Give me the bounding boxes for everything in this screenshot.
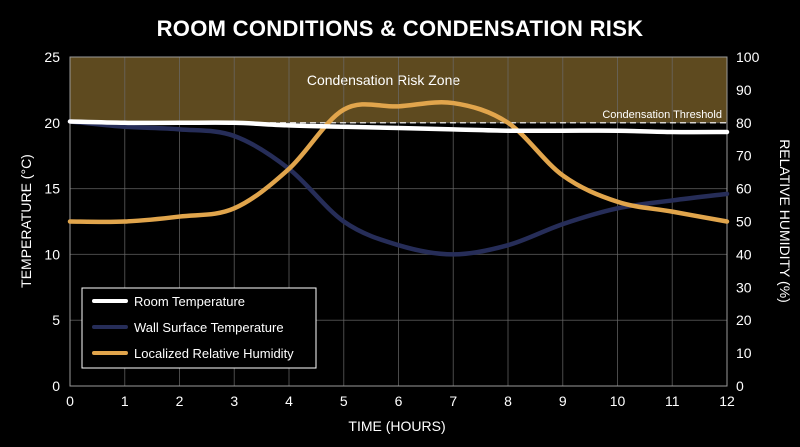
series-line-room-temperature xyxy=(67,119,730,135)
series-line-wall-surface-temperature xyxy=(67,119,730,257)
risk-zone-label: Condensation Risk Zone xyxy=(307,72,461,88)
y-left-axis-label: TEMPERATURE (°C) xyxy=(18,154,34,288)
y-left-tick-label: 25 xyxy=(44,49,60,65)
y-left-tick-label: 0 xyxy=(52,378,60,394)
x-axis-label: TIME (HOURS) xyxy=(348,418,445,434)
chart-title: ROOM CONDITIONS & CONDENSATION RISK xyxy=(157,16,644,41)
y-right-tick-label: 70 xyxy=(736,148,752,164)
x-tick-label: 0 xyxy=(66,393,74,409)
x-tick-label: 6 xyxy=(395,393,403,409)
y-left-tick-label: 10 xyxy=(44,246,60,262)
x-tick-label: 12 xyxy=(719,393,735,409)
x-tick-label: 2 xyxy=(176,393,184,409)
condensation-threshold-label: Condensation Threshold xyxy=(602,109,722,121)
y-right-tick-label: 90 xyxy=(736,82,752,98)
x-tick-label: 7 xyxy=(449,393,457,409)
series-line-localized-relative-humidity xyxy=(67,100,730,225)
x-tick-label: 11 xyxy=(665,393,680,409)
x-tick-label: 5 xyxy=(340,393,348,409)
x-tick-label: 9 xyxy=(559,393,567,409)
y-right-tick-label: 50 xyxy=(736,214,752,230)
x-tick-label: 8 xyxy=(504,393,512,409)
y-right-tick-label: 30 xyxy=(736,279,752,295)
y-left-tick-label: 5 xyxy=(52,312,60,328)
y-right-tick-label: 80 xyxy=(736,115,752,131)
y-right-tick-label: 20 xyxy=(736,312,752,328)
y-right-tick-label: 60 xyxy=(736,181,752,197)
legend-label-localized-relative-humidity: Localized Relative Humidity xyxy=(134,346,294,361)
y-right-tick-label: 0 xyxy=(736,378,744,394)
legend-label-room-temperature: Room Temperature xyxy=(134,294,245,309)
y-left-tick-label: 20 xyxy=(44,115,60,131)
x-tick-label: 3 xyxy=(230,393,238,409)
y-right-tick-label: 100 xyxy=(736,49,760,65)
y-right-axis-label: RELATIVE HUMIDITY (%) xyxy=(777,139,793,303)
legend: Room Temperature Wall Surface Temperatur… xyxy=(81,287,317,369)
legend-label-wall-surface-temperature: Wall Surface Temperature xyxy=(134,320,284,335)
x-tick-label: 1 xyxy=(121,393,129,409)
x-tick-label: 10 xyxy=(610,393,626,409)
y-left-tick-label: 15 xyxy=(44,181,60,197)
y-right-tick-label: 10 xyxy=(736,345,752,361)
y-right-tick-label: 40 xyxy=(736,246,752,262)
x-tick-label: 4 xyxy=(285,393,293,409)
